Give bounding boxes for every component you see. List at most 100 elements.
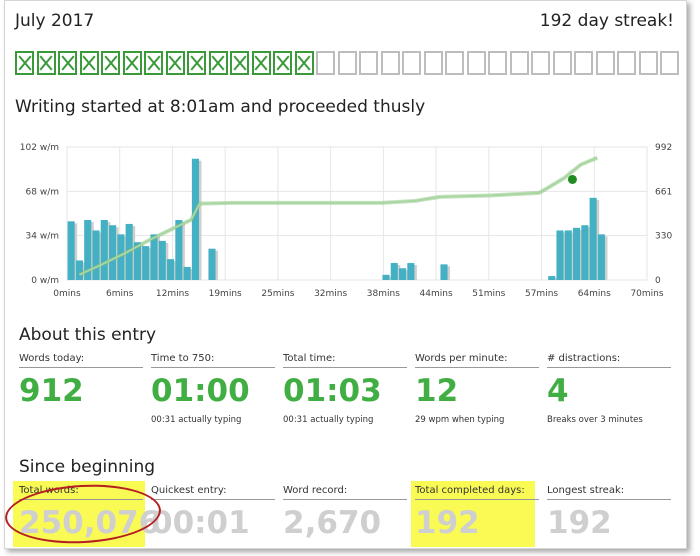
day-box-empty <box>445 51 464 75</box>
stat-label: Words today: <box>19 353 143 368</box>
day-box-completed <box>294 51 314 75</box>
bar <box>75 260 83 280</box>
bar <box>142 246 150 280</box>
bar <box>133 242 141 280</box>
day-box-completed <box>122 51 142 75</box>
bar <box>581 225 589 280</box>
x-tick-label: 51mins <box>472 289 505 299</box>
bar <box>117 234 125 280</box>
x-tick-label: 12mins <box>156 289 189 299</box>
chart-heading: Writing started at 8:01am and proceeded … <box>15 97 426 117</box>
day-box-completed <box>79 51 99 75</box>
bar <box>440 264 448 280</box>
day-box-empty <box>574 51 593 75</box>
stat-label: Time to 750: <box>151 353 275 368</box>
day-box-empty <box>423 51 443 75</box>
day-box-empty <box>595 51 615 75</box>
bar <box>175 220 183 280</box>
stat-label: # distractions: <box>547 353 671 368</box>
stat-words-today: Words today: 912 <box>19 353 143 415</box>
stat-value: 01:03 <box>283 373 382 409</box>
since-beginning-title: Since beginning <box>19 457 156 477</box>
stat-value: 4 <box>547 373 569 409</box>
x-tick-label: 44mins <box>420 289 453 299</box>
day-box-empty <box>359 51 378 75</box>
stat-word-record: Word record: 2,670 <box>283 485 407 540</box>
stat-note: 29 wpm when typing <box>415 415 505 426</box>
stat-value: 192 <box>547 505 612 541</box>
stat-total-words: Total words: 250,076 <box>19 485 161 541</box>
day-box-completed <box>58 51 77 75</box>
bar <box>382 274 390 280</box>
day-box-completed <box>208 51 228 75</box>
left-tick-label: 102 w/m <box>20 143 59 153</box>
day-box-empty <box>660 51 679 75</box>
x-tick-label: 57mins <box>525 289 558 299</box>
bar <box>208 248 216 280</box>
bar <box>399 268 407 280</box>
stat-label: Quickest entry: <box>151 485 275 500</box>
stat-label: Total words: <box>19 485 143 500</box>
bar <box>109 225 117 280</box>
right-tick-label: 0 <box>655 276 661 286</box>
day-box-empty <box>531 51 550 75</box>
highlight-total-words <box>13 481 145 547</box>
bar <box>548 276 556 280</box>
stat-note: Breaks over 3 minutes <box>547 415 643 426</box>
stat-value: 00:01 <box>151 505 250 541</box>
stat-label: Total completed days: <box>415 485 539 500</box>
stat-note: 00:31 actually typing <box>283 415 374 426</box>
stat-note: 00:31 actually typing <box>151 415 242 426</box>
bar <box>183 266 191 280</box>
x-tick-label: 64mins <box>578 289 611 299</box>
about-entry-title: About this entry <box>19 325 157 345</box>
stat-label: Words per minute: <box>415 353 539 368</box>
right-tick-label: 661 <box>655 187 672 197</box>
stat-value: 01:00 <box>151 373 250 409</box>
bar <box>92 230 100 280</box>
right-tick-label: 330 <box>655 232 672 242</box>
bar <box>167 259 175 280</box>
day-box-completed <box>251 51 271 75</box>
day-box-completed <box>273 51 292 75</box>
streak-label: 192 day streak! <box>539 11 674 31</box>
words-per-minute-chart: 0mins 6mins 12mins 19mins 25mins 32mins 38mins… <box>20 143 673 299</box>
day-box-empty <box>380 51 400 75</box>
stat-value: 2,670 <box>283 505 382 541</box>
stats-panel: July 2017 192 day streak! Writing starte… <box>4 0 687 549</box>
stat-total-time: Total time: 01:03 00:31 actually typing <box>283 353 407 425</box>
day-box-empty <box>466 51 486 75</box>
stat-value: 250,076 <box>19 505 161 541</box>
stat-distractions: # distractions: 4 Breaks over 3 minutes <box>547 353 671 425</box>
bar <box>390 263 398 280</box>
stat-label: Total time: <box>283 353 407 368</box>
bar <box>573 227 581 280</box>
stat-label: Word record: <box>283 485 407 500</box>
day-box-empty <box>552 51 572 75</box>
stat-value: 12 <box>415 373 459 409</box>
cumulative-words-line <box>79 156 598 276</box>
stat-time-to-750: Time to 750: 01:00 00:31 actually typing <box>151 353 275 425</box>
goal-marker <box>567 174 577 184</box>
day-box-empty <box>316 51 335 75</box>
day-box-completed <box>187 51 206 75</box>
bar <box>84 220 92 280</box>
x-tick-label: 70mins <box>630 289 663 299</box>
stat-label: Longest streak: <box>547 485 671 500</box>
day-box-completed <box>101 51 120 75</box>
highlight-completed-days <box>411 481 535 547</box>
day-box-empty <box>638 51 658 75</box>
bar <box>158 240 166 280</box>
bar <box>150 234 158 280</box>
stat-value: 912 <box>19 373 84 409</box>
stat-value: 192 <box>415 505 480 541</box>
x-tick-label: 38mins <box>367 289 400 299</box>
bar <box>556 230 564 280</box>
day-box-completed <box>230 51 249 75</box>
day-box-empty <box>617 51 636 75</box>
x-tick-label: 0mins <box>53 289 81 299</box>
x-tick-label: 32mins <box>314 289 347 299</box>
stat-quickest-entry: Quickest entry: 00:01 <box>151 485 275 540</box>
left-tick-label: 0 w/m <box>31 276 59 286</box>
month-title: July 2017 <box>15 11 95 31</box>
